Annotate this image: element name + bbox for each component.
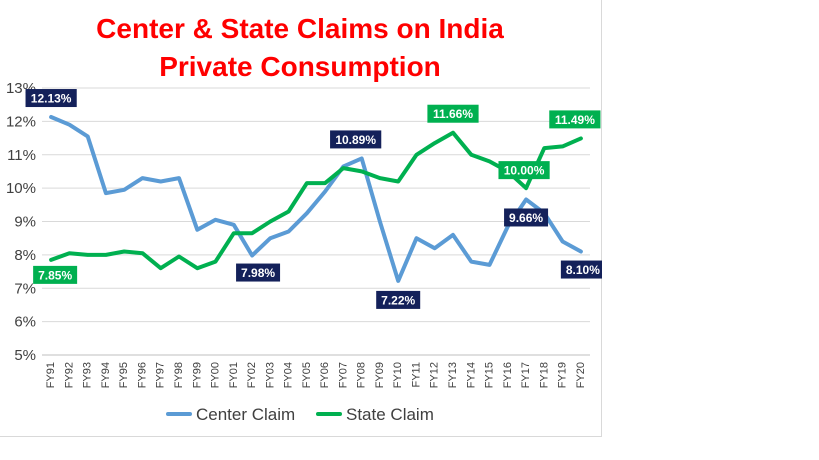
data-label-text: 11.49% [555,113,595,127]
data-label-box [330,130,382,149]
data-labels: 12.13% 7.98% 10.89% 7.22% 9.66% 8.10% 7.85% 11.… [25,89,605,309]
data-label-box [33,265,78,284]
x-tick-label: FY99 [191,362,203,388]
data-label: 11.49% [549,110,601,129]
x-tick-label: FY14 [465,362,477,388]
x-tick-label: FY05 [301,362,313,388]
y-axis: 5%6%7%8%9%10%11%12%13% [6,80,36,364]
x-tick-label: FY97 [155,362,167,388]
x-tick-label: FY95 [118,362,130,388]
y-tick-label: 8% [14,247,36,264]
data-label-text: 10.00% [504,164,545,178]
y-tick-label: 7% [14,280,36,297]
legend-label-state-claim: State Claim [346,405,434,424]
x-tick-label: FY20 [575,362,587,388]
x-axis: FY91 FY92 FY93 FY94 FY95 FY96 FY97 FY98 FY99 FY00… [42,354,590,388]
data-label-text: 9.66% [509,211,543,225]
y-tick-label: 5% [14,347,36,364]
center-claim-line [49,115,583,283]
data-label-text: 10.89% [335,133,376,147]
data-label-text: 8.10% [566,263,600,277]
y-tick-label: 10% [6,180,36,197]
legend: Center Claim State Claim [166,405,434,424]
x-tick-label: FY15 [484,362,496,388]
x-tick-label: FY08 [356,362,368,388]
x-tick-label: FY98 [173,362,185,388]
data-label-box [549,110,601,129]
line-chart: Center & State Claims on India Private C… [6,13,605,424]
data-label-text: 7.98% [241,266,275,280]
x-tick-label: FY19 [557,362,569,388]
data-label-text: 7.22% [381,293,415,307]
x-tick-label: FY92 [63,362,75,388]
y-tick-label: 9% [14,214,36,231]
data-label-box [504,208,549,227]
x-tick-label: FY03 [264,362,276,388]
x-tick-label: FY17 [520,362,532,388]
data-label-text: 11.66% [433,107,473,121]
x-tick-label: FY16 [502,362,514,388]
legend-label-center-claim: Center Claim [196,405,295,424]
x-tick-label: FY00 [210,362,222,388]
chart-title-line-2: Private Consumption [159,51,441,82]
data-label-box [427,104,479,123]
x-tick-label: FY09 [374,362,386,388]
gridlines [42,87,590,356]
data-label-box [236,263,281,282]
data-label: 11.66% [427,104,479,123]
data-label: 12.13% [25,89,77,108]
data-label-text: 7.85% [38,268,72,282]
x-tick-label: FY18 [538,362,550,388]
y-tick-label: 6% [14,314,36,331]
data-label: 7.22% [376,290,421,309]
data-label-box [498,161,550,180]
data-label: 9.66% [504,208,549,227]
data-label: 8.10% [560,260,605,279]
data-label-text: 12.13% [31,92,72,106]
x-tick-label: FY06 [319,362,331,388]
x-tick-label: FY94 [100,362,112,388]
x-tick-label: FY91 [45,362,57,388]
chart-title-line-1: Center & State Claims on India [96,13,504,44]
x-tick-label: FY93 [82,362,94,388]
x-tick-label: FY96 [136,362,148,388]
x-tick-label: FY12 [429,362,441,388]
x-tick-label: FY04 [283,362,295,388]
data-label: 7.85% [33,265,78,284]
x-tick-label: FY01 [228,362,240,388]
x-tick-label: FY10 [392,362,404,388]
x-tick-label: FY13 [447,362,459,388]
x-tick-label: FY11 [410,362,422,387]
y-tick-label: 11% [7,147,36,164]
data-label-box [560,260,605,279]
x-tick-label: FY02 [246,362,258,388]
data-label-box [376,290,421,309]
series-lines [49,115,583,283]
data-label-box [25,89,77,108]
state-claim-line [49,130,583,271]
y-tick-label: 12% [6,113,36,130]
data-label: 7.98% [236,263,281,282]
data-label: 10.89% [330,130,382,149]
data-label: 10.00% [498,161,550,180]
x-tick-label: FY07 [337,362,349,388]
chart-frame: Center & State Claims on India Private C… [0,0,605,437]
